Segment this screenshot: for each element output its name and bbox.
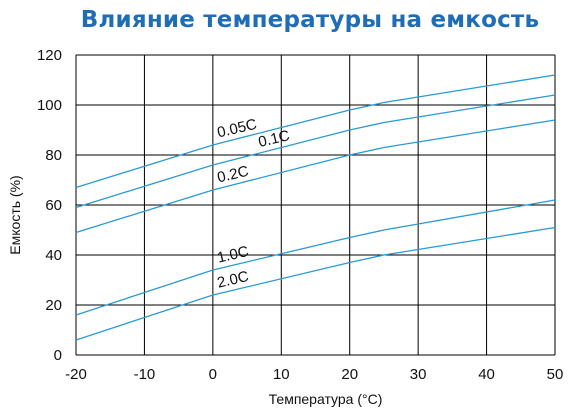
chart-title: Влияние температуры на емкость bbox=[80, 7, 540, 33]
series-line bbox=[75, 74, 556, 189]
series-line bbox=[75, 199, 556, 316]
series-label: 0.05C bbox=[216, 116, 259, 142]
x-tick-label: 20 bbox=[341, 366, 358, 383]
series-label: 2.0C bbox=[216, 268, 251, 292]
series-label: 0.2C bbox=[216, 163, 251, 187]
x-tick-label: 30 bbox=[410, 366, 427, 383]
series-line bbox=[75, 94, 556, 209]
x-tick-label: 50 bbox=[547, 366, 564, 383]
y-tick-label: 80 bbox=[45, 147, 62, 164]
series-line bbox=[75, 226, 556, 341]
x-tick-label: -20 bbox=[65, 366, 87, 383]
series-label: 0.1C bbox=[257, 127, 292, 151]
y-axis-label: Емкость (%) bbox=[7, 175, 23, 254]
x-tick-label: 0 bbox=[209, 366, 217, 383]
y-tick-label: 60 bbox=[45, 197, 62, 214]
y-tick-label: 0 bbox=[54, 347, 62, 364]
series-label: 1.0C bbox=[216, 243, 251, 267]
y-tick-label: 120 bbox=[37, 47, 62, 64]
series-lines bbox=[75, 74, 556, 341]
y-tick-label: 100 bbox=[37, 97, 62, 114]
x-tick-label: 10 bbox=[273, 366, 290, 383]
x-axis-label: Температура (°C) bbox=[269, 391, 383, 407]
tick-labels: -20 -10 0 10 20 30 40 50 0 20 40 60 80 100 120 bbox=[37, 47, 563, 383]
grid bbox=[75, 54, 556, 356]
x-tick-label: -10 bbox=[134, 366, 156, 383]
series-line bbox=[75, 119, 556, 234]
y-tick-label: 40 bbox=[45, 247, 62, 264]
y-tick-label: 20 bbox=[45, 297, 62, 314]
x-tick-label: 40 bbox=[478, 366, 495, 383]
